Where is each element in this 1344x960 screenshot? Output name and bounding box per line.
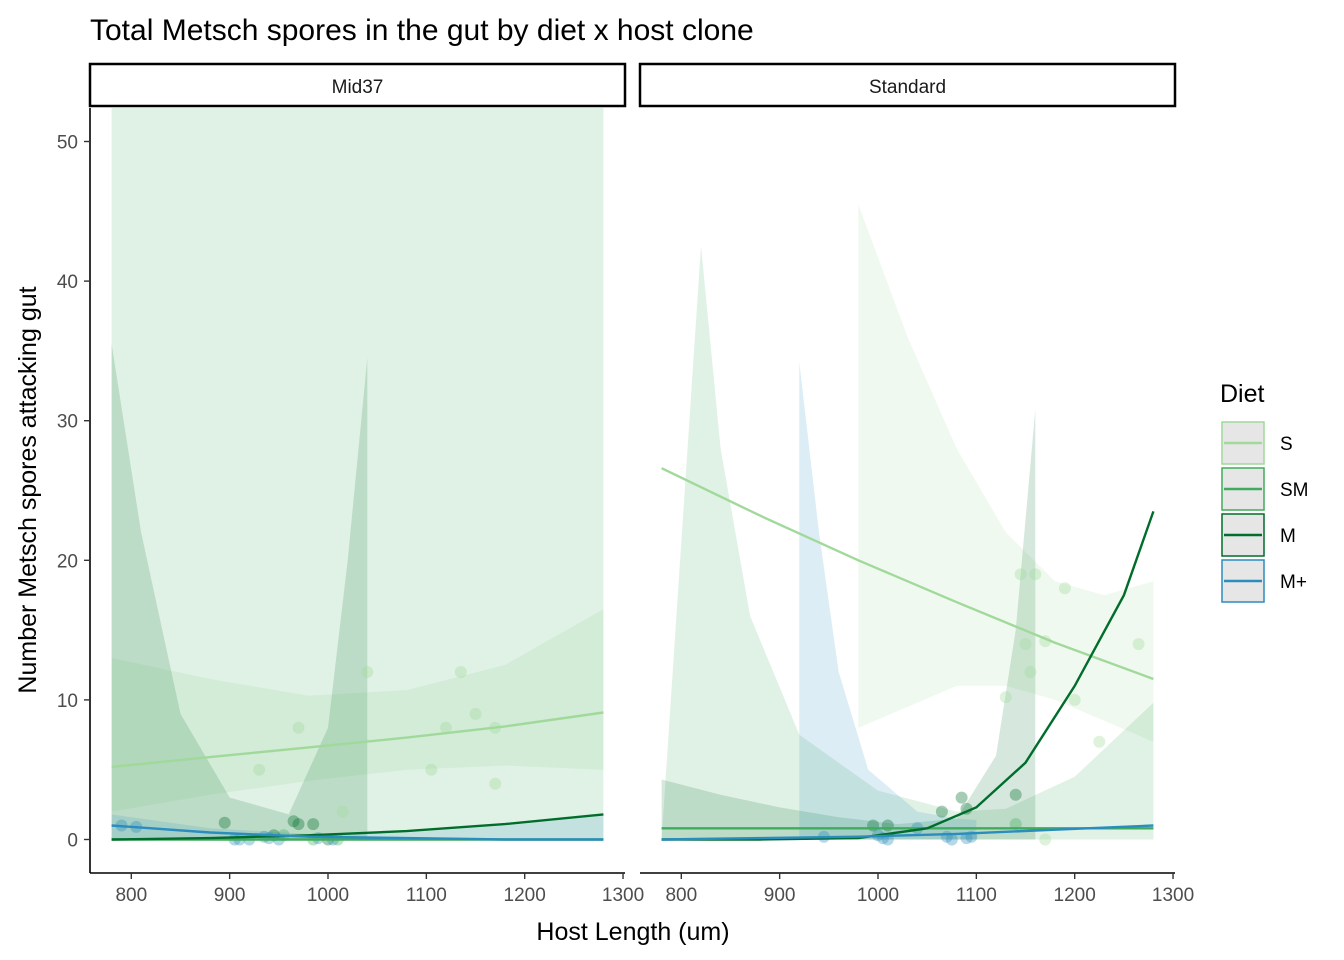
x-tick-label: 900 xyxy=(214,885,246,906)
data-point xyxy=(1029,568,1042,581)
x-axis-title: Host Length (um) xyxy=(536,918,729,946)
data-point xyxy=(253,763,266,776)
legend-label: M xyxy=(1280,526,1296,547)
fit-line-mplus xyxy=(661,824,1154,841)
data-point xyxy=(1093,735,1106,748)
facet-strip xyxy=(88,62,627,108)
x-tick-label: 1200 xyxy=(1054,885,1096,906)
plot-area xyxy=(111,108,604,846)
data-point xyxy=(955,791,968,804)
y-tick-label: 0 xyxy=(67,830,78,851)
plot-area xyxy=(661,204,1155,846)
confidence-band-mplus xyxy=(799,362,977,840)
data-point xyxy=(218,816,231,829)
x-tick-label: 1200 xyxy=(504,885,546,906)
confidence-band-s xyxy=(111,609,604,812)
data-point xyxy=(469,707,482,720)
y-tick-label: 50 xyxy=(57,133,78,154)
x-tick-label: 1000 xyxy=(307,885,349,906)
confidence-band-s xyxy=(858,204,1154,742)
x-tick-label: 1000 xyxy=(857,885,899,906)
y-tick-label: 10 xyxy=(57,691,78,712)
data-point xyxy=(935,805,948,818)
x-tick-label: 1300 xyxy=(1152,885,1194,906)
facet-strip xyxy=(638,62,1177,108)
confidence-band-sm xyxy=(661,246,1154,840)
legend-entry-mplus: M+ xyxy=(1221,559,1307,603)
data-point xyxy=(489,777,502,790)
panels: Mid37 800 900 1000 1100 1200 1300 0 10 20 30 40 50 St… xyxy=(57,62,1194,906)
confidence-band-m xyxy=(661,409,1036,840)
data-point xyxy=(999,691,1012,704)
data-point xyxy=(1014,568,1027,581)
confidence-band-m xyxy=(111,343,368,840)
legend-entry-sm: SM xyxy=(1221,467,1309,511)
panel-standard: Standard 800 900 1000 1100 1200 1300 xyxy=(638,62,1194,906)
data-point xyxy=(1058,582,1071,595)
x-tick-label: 900 xyxy=(764,885,796,906)
y-tick-label: 20 xyxy=(57,551,78,572)
data-point xyxy=(945,833,958,846)
fit-line-m xyxy=(111,813,604,841)
y-tick-label: 40 xyxy=(57,272,78,293)
data-point xyxy=(1068,693,1081,706)
chart-title: Total Metsch spores in the gut by diet x… xyxy=(90,14,754,47)
facet-strip-label: Mid37 xyxy=(332,77,384,98)
fit-line-s xyxy=(111,711,604,769)
data-point xyxy=(1132,638,1145,651)
x-tick-label: 1300 xyxy=(602,885,644,906)
data-point xyxy=(1009,788,1022,801)
confidence-band-sm xyxy=(111,108,604,840)
data-point xyxy=(1019,638,1032,651)
data-point xyxy=(1039,833,1052,846)
data-point xyxy=(881,819,894,832)
legend-label: S xyxy=(1280,434,1293,455)
y-tick-label: 30 xyxy=(57,412,78,433)
data-point xyxy=(960,832,973,845)
legend-label: M+ xyxy=(1280,572,1307,593)
data-point xyxy=(361,666,374,678)
legend-entry-m: M xyxy=(1221,513,1296,557)
data-point xyxy=(425,763,438,776)
facet-strip-label: Standard xyxy=(869,77,946,98)
legend-label: SM xyxy=(1280,480,1309,501)
data-point xyxy=(292,721,305,734)
x-tick-label: 800 xyxy=(665,885,697,906)
data-point xyxy=(1024,666,1037,678)
legend-entry-s: S xyxy=(1221,421,1293,465)
data-point xyxy=(440,721,452,734)
data-point xyxy=(292,818,305,831)
fit-line-s xyxy=(661,467,1154,681)
fit-line-mplus xyxy=(111,824,604,841)
y-axis-title: Number Metsch spores attacking gut xyxy=(14,286,42,693)
data-point xyxy=(336,805,349,818)
x-tick-label: 1100 xyxy=(406,885,447,906)
fit-line-m xyxy=(661,511,1155,841)
x-tick-label: 1100 xyxy=(956,885,997,906)
data-point xyxy=(287,815,300,828)
data-point xyxy=(454,666,467,678)
legend-entries: S SM M M+ xyxy=(1221,421,1309,603)
data-point xyxy=(307,818,320,831)
legend: Diet S SM M M+ xyxy=(1220,380,1309,603)
x-tick-label: 800 xyxy=(115,885,147,906)
legend-title: Diet xyxy=(1220,380,1265,408)
panel-mid37: Mid37 800 900 1000 1100 1200 1300 0 10 20 30 40 50 xyxy=(57,62,644,906)
